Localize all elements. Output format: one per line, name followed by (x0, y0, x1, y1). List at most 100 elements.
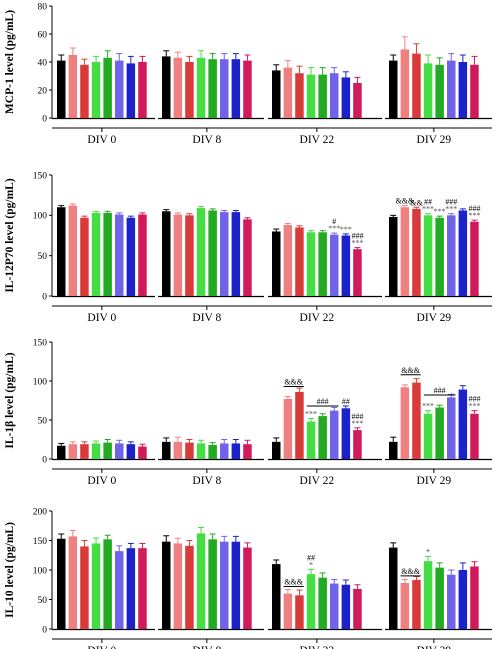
bar (353, 430, 362, 459)
bar (400, 582, 410, 629)
bar (400, 387, 410, 459)
bar (412, 53, 421, 118)
y-tick-label: 0 (42, 292, 47, 302)
y-tick-label: 20 (38, 86, 48, 96)
bar (220, 59, 229, 118)
panel-3: 0 50 100 150 IL-1β level (pg/mL) DIV 0 DIV 8 DI… (4, 338, 492, 487)
bar (115, 443, 124, 459)
significance-mark: *** (328, 224, 340, 233)
bar (435, 64, 444, 118)
group-label: DIV 22 (300, 645, 335, 649)
significance-mark: &&& (396, 197, 415, 206)
bar (138, 214, 147, 296)
bar (341, 584, 351, 629)
bar (272, 231, 281, 296)
bracket-label: &&& (284, 578, 303, 587)
bar (341, 235, 351, 296)
bar (272, 70, 281, 118)
bar (220, 541, 229, 629)
bar (243, 60, 252, 118)
bar (57, 60, 66, 118)
significance-mark: ### (351, 412, 363, 421)
bar (306, 421, 316, 459)
bar (341, 408, 351, 459)
group-label: DIV 0 (87, 312, 116, 324)
bar (295, 391, 304, 459)
bar (423, 413, 433, 459)
bar (295, 595, 304, 629)
bar (458, 570, 468, 629)
y-tick-label: 150 (33, 171, 48, 181)
bar (389, 441, 398, 459)
bar (91, 212, 101, 296)
bar (196, 57, 206, 118)
bar (283, 398, 293, 459)
significance-mark: ### (468, 204, 480, 213)
y-axis-label: MCP-1 level (pg/mL) (4, 10, 16, 114)
bar (470, 566, 479, 629)
bar (103, 57, 112, 118)
bar (243, 219, 252, 296)
bar (318, 74, 327, 118)
y-tick-label: 80 (38, 2, 48, 12)
group-label: DIV 29 (417, 134, 452, 146)
bar (306, 232, 316, 296)
significance-mark: # (332, 217, 336, 226)
bar (126, 63, 136, 118)
bar (68, 444, 78, 459)
significance-mark: * (426, 547, 430, 556)
bar (220, 212, 229, 296)
bar (412, 208, 421, 296)
significance-mark: ## (424, 198, 432, 207)
significance-mark: *** (351, 239, 363, 248)
group-label: DIV 8 (192, 312, 221, 324)
bar (353, 588, 362, 629)
bar (470, 221, 479, 296)
y-tick-label: 0 (42, 114, 47, 124)
bar (138, 548, 147, 629)
bar (126, 444, 136, 459)
bar (458, 389, 468, 459)
y-tick-label: 0 (42, 625, 47, 635)
bar (162, 541, 171, 629)
bar (330, 73, 339, 118)
bar (318, 416, 327, 459)
bar (330, 410, 339, 459)
significance-mark: *** (468, 402, 480, 411)
bar (57, 207, 66, 296)
bar (435, 567, 444, 629)
group-label: DIV 8 (192, 645, 221, 649)
bar (185, 215, 194, 296)
bar (196, 443, 206, 459)
bar (231, 212, 241, 296)
bar (208, 59, 217, 118)
y-tick-label: 150 (33, 537, 48, 547)
bar (68, 205, 78, 296)
bar (306, 574, 316, 629)
significance-mark: *** (468, 211, 480, 220)
y-tick-label: 50 (38, 252, 48, 262)
group-label: DIV 0 (87, 134, 116, 146)
bar (68, 55, 78, 118)
bracket-label: &&& (284, 377, 303, 386)
group-label: DIV 29 (417, 645, 452, 649)
bar (283, 593, 293, 629)
bar (306, 74, 316, 118)
bar (353, 249, 362, 296)
bar (447, 397, 456, 459)
bar (423, 215, 433, 296)
significance-mark: * (309, 560, 313, 569)
bar (80, 64, 89, 118)
y-tick-label: 60 (38, 30, 48, 40)
significance-mark: ### (445, 198, 457, 207)
bar (57, 538, 66, 629)
bar (115, 551, 124, 629)
bar (138, 446, 147, 459)
bar (185, 545, 194, 629)
bar (208, 444, 217, 459)
bar (353, 83, 362, 118)
bar (173, 441, 183, 459)
bracket-label: &&& (401, 567, 420, 576)
bar (470, 413, 479, 459)
bar (423, 63, 433, 118)
